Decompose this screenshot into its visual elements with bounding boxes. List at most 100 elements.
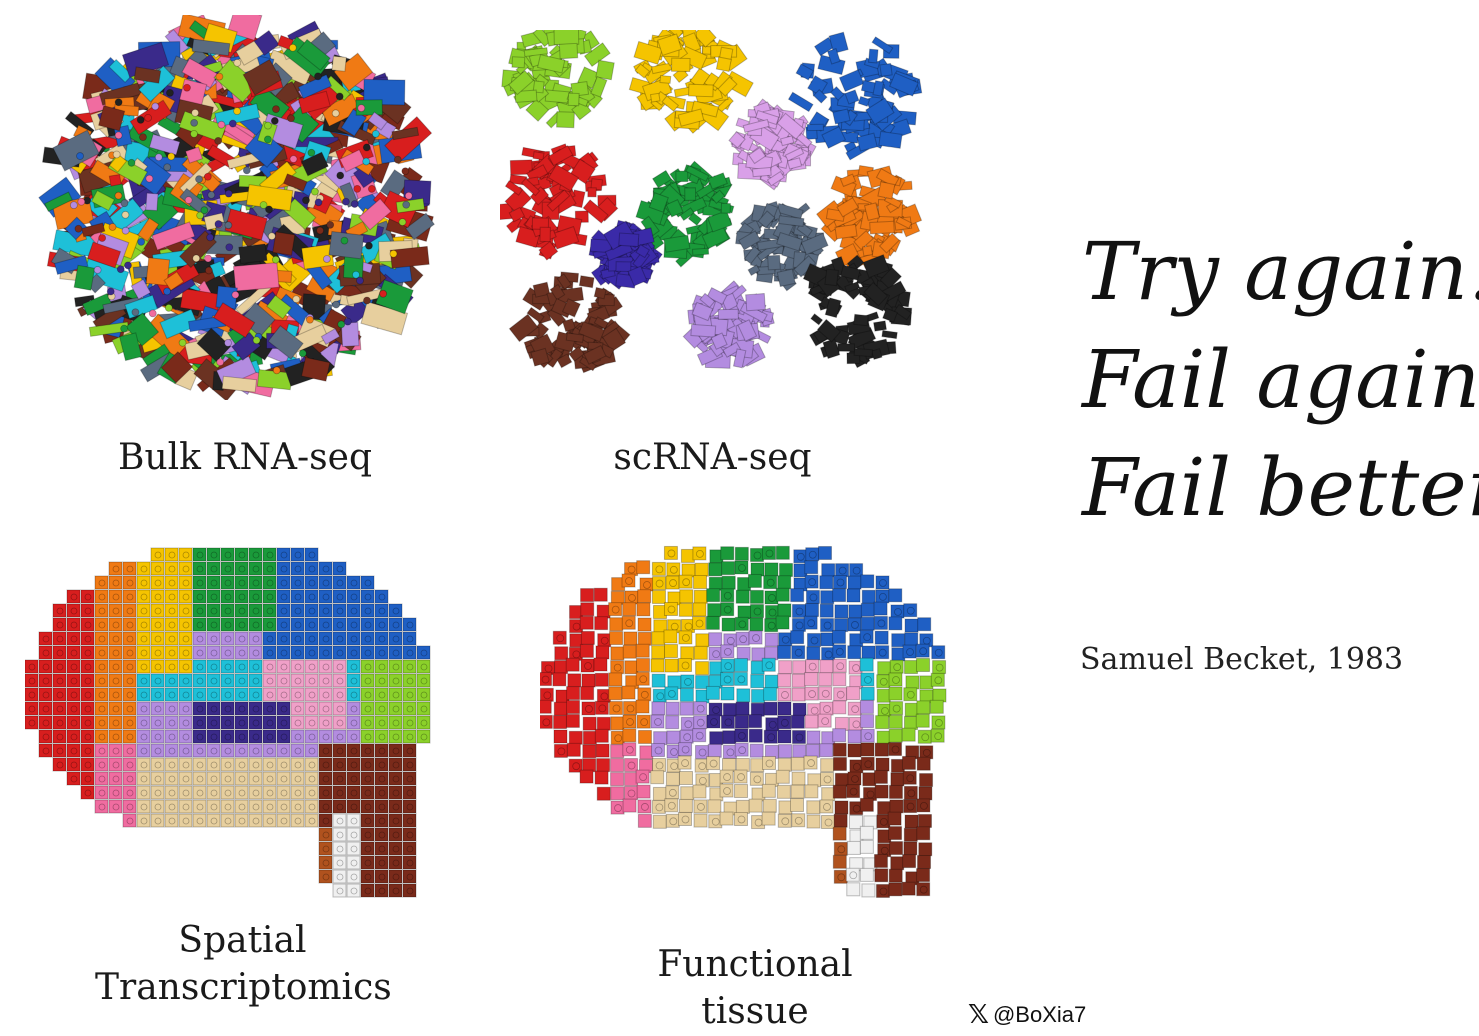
lego-stud [406, 789, 414, 797]
brain-brick [678, 770, 693, 785]
cluster-brick [593, 316, 609, 330]
lego-stud [126, 733, 134, 741]
cluster-brick [881, 329, 898, 340]
cluster-brick [778, 215, 805, 227]
brain-brick [916, 658, 931, 673]
mixed-brick [296, 38, 331, 71]
lego-stud [56, 635, 64, 643]
brain-brick [916, 756, 931, 771]
lego-stud [406, 817, 414, 825]
lego-stud [406, 803, 414, 811]
mixed-brick [267, 324, 304, 360]
brain-brick [581, 673, 596, 688]
lego-stud [210, 705, 218, 713]
lego-stud [233, 107, 241, 116]
lego-stud [140, 733, 148, 741]
brain-brick [846, 882, 861, 897]
lego-stud [350, 593, 358, 601]
lego-stud [378, 733, 386, 741]
lego-stud [168, 663, 176, 671]
brain-brick [568, 730, 583, 745]
cluster-brick [870, 348, 883, 361]
lego-stud [266, 719, 274, 727]
brain-brick [695, 675, 710, 690]
lego-stud [364, 621, 372, 629]
cluster-brick [807, 75, 829, 97]
lego-stud [406, 733, 414, 741]
mixed-brick [253, 29, 280, 56]
lego-stud [406, 831, 414, 839]
lego-stud [322, 831, 330, 839]
cluster-brick [844, 281, 861, 294]
lego-stud [795, 733, 804, 742]
lego-stud [935, 719, 943, 727]
lego-stud [182, 607, 190, 615]
lego-stud [667, 801, 676, 810]
lego-stud [626, 704, 635, 713]
lego-stud [343, 317, 352, 326]
lego-stud [322, 719, 330, 727]
brain-brick [777, 729, 792, 744]
lego-stud [364, 859, 372, 867]
lego-stud [252, 803, 260, 811]
lego-stud [266, 635, 274, 643]
lego-stud [392, 887, 400, 895]
brain-brick [594, 672, 609, 687]
author-credit[interactable]: 𝕏 @BoXia7 [968, 1000, 1086, 1030]
cluster-brick [536, 54, 566, 74]
lego-stud [210, 817, 218, 825]
lego-stud [378, 775, 386, 783]
lego-stud [294, 663, 302, 671]
lego-stud [294, 803, 302, 811]
lego-stud [70, 719, 78, 727]
brain-brick [804, 560, 819, 575]
brain-brick [862, 772, 877, 787]
cluster-brick [732, 348, 747, 369]
brain-brick [903, 827, 918, 842]
cluster-brick [857, 95, 871, 107]
lego-stud [182, 747, 190, 755]
cluster-brick [583, 42, 611, 68]
lego-stud [836, 578, 845, 587]
lego-stud [178, 338, 187, 347]
brain-brick [775, 769, 790, 784]
lego-stud [406, 649, 414, 657]
cluster-brick [710, 189, 726, 204]
lego-stud [238, 551, 246, 559]
lego-stud [378, 789, 386, 797]
brain-brick [650, 658, 665, 673]
lego-stud [120, 324, 129, 333]
brain-brick [859, 825, 874, 840]
brain-brick [874, 630, 889, 645]
mixed-brick [160, 351, 194, 384]
lego-stud [823, 775, 832, 784]
brain-brick [734, 658, 749, 673]
lego-stud [322, 761, 330, 769]
lego-stud [214, 136, 223, 145]
lego-stud [210, 789, 218, 797]
brain-brick [721, 575, 736, 590]
lego-stud [56, 719, 64, 727]
lego-stud [42, 691, 50, 699]
brain-brick [916, 868, 931, 883]
brain-brick [821, 563, 836, 578]
lego-stud [851, 621, 859, 629]
brain-brick [609, 631, 624, 646]
lego-stud [210, 775, 218, 783]
lego-stud [252, 663, 260, 671]
lego-stud [656, 692, 665, 701]
lego-stud [224, 551, 232, 559]
cluster-brick [691, 301, 714, 322]
brain-brick [596, 716, 611, 731]
lego-stud [881, 707, 889, 715]
brain-brick [860, 714, 875, 729]
lego-stud [42, 663, 50, 671]
cluster-brick [675, 170, 689, 183]
lego-stud [28, 719, 36, 727]
lego-stud [308, 775, 316, 783]
lego-stud [238, 607, 246, 615]
brain-brick [721, 561, 736, 576]
lego-stud [266, 579, 274, 587]
cluster-brick [679, 207, 695, 222]
lego-stud [140, 775, 148, 783]
